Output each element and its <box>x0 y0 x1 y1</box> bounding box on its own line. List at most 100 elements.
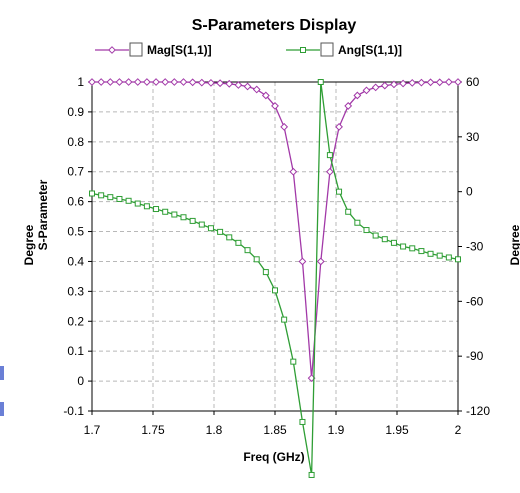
data-point <box>362 86 371 95</box>
data-point <box>252 85 261 94</box>
data-point <box>336 188 343 195</box>
data-point <box>354 219 361 226</box>
right-tick-label: -120 <box>466 404 490 418</box>
data-point <box>198 221 205 228</box>
data-point <box>399 79 408 88</box>
data-point <box>299 418 306 425</box>
left-tick-label: 0.2 <box>67 314 84 328</box>
data-point <box>125 197 132 204</box>
legend-checkbox[interactable] <box>320 42 334 57</box>
data-point <box>317 79 324 85</box>
legend-marker <box>300 47 306 53</box>
data-point <box>216 79 225 88</box>
grid-lines <box>92 82 458 411</box>
data-point <box>409 245 416 252</box>
data-point <box>417 78 426 87</box>
data-point <box>455 256 461 263</box>
data-point <box>353 91 362 100</box>
data-point <box>381 236 388 243</box>
data-point <box>207 225 214 232</box>
data-point <box>217 228 224 235</box>
data-point <box>436 252 443 259</box>
data-point <box>380 81 389 90</box>
data-point <box>106 78 115 86</box>
data-point <box>142 78 151 86</box>
legend-label: Mag[S(1,1)] <box>147 43 212 57</box>
x-tick-label: 1.9 <box>328 423 345 437</box>
data-point <box>116 195 123 202</box>
left-tick-label: 0.6 <box>67 195 84 209</box>
data-point <box>134 200 141 207</box>
left-tick-label: 0.4 <box>67 254 84 268</box>
data-point <box>170 78 179 86</box>
data-point <box>316 257 325 266</box>
data-point <box>344 102 353 110</box>
data-point <box>98 192 105 199</box>
data-point <box>371 83 380 92</box>
left-tick-label: 0 <box>77 374 84 388</box>
data-point <box>107 194 114 201</box>
data-point <box>153 206 160 213</box>
data-point <box>280 122 289 131</box>
data-point <box>427 250 434 257</box>
right-axis-label: Degree <box>508 224 520 265</box>
data-point <box>345 208 352 215</box>
data-point <box>298 257 307 266</box>
legend-item-ang-s11: Ang[S(1,1)] <box>286 42 402 57</box>
legend: Mag[S(1,1)] Ang[S(1,1)] <box>95 42 402 57</box>
data-point <box>390 239 397 246</box>
data-point <box>124 78 133 86</box>
data-point <box>207 78 215 87</box>
x-axis-label: Freq (GHz) <box>243 450 304 464</box>
data-point <box>89 190 95 197</box>
data-point <box>226 234 233 241</box>
data-point <box>418 248 425 255</box>
data-point <box>234 81 243 89</box>
x-tick-label: 1.85 <box>263 423 287 437</box>
left-axis-label-s-parameter: S-Parameter <box>36 179 50 250</box>
data-point <box>225 79 234 88</box>
data-point <box>143 203 150 210</box>
right-tick-label: 0 <box>466 185 473 199</box>
left-tick-label: 0.9 <box>67 105 84 119</box>
left-tick-label: 0.5 <box>67 225 84 239</box>
data-point <box>271 102 279 110</box>
data-point <box>152 78 160 86</box>
edge-mark <box>0 402 4 416</box>
series-layer <box>88 78 462 478</box>
data-point <box>272 287 278 294</box>
data-point <box>454 78 462 86</box>
data-point <box>445 254 452 261</box>
data-point <box>400 243 407 250</box>
legend-marker <box>108 46 116 54</box>
right-tick-label: -30 <box>466 240 484 254</box>
x-tick-label: 2 <box>455 423 462 437</box>
left-axis-ticks: -0.1 0 0.1 0.2 0.3 0.4 0.5 0.6 0.7 0.8 0.9 1 <box>63 75 92 418</box>
right-tick-label: -60 <box>466 294 484 308</box>
data-point <box>372 232 379 239</box>
left-axis-label-degree: Degree <box>22 224 36 265</box>
left-tick-label: -0.1 <box>63 404 84 418</box>
data-point <box>281 316 288 323</box>
data-point <box>335 122 343 131</box>
right-tick-label: -90 <box>466 349 484 363</box>
data-point <box>243 82 252 91</box>
x-tick-label: 1.75 <box>141 423 165 437</box>
data-point <box>289 167 298 176</box>
data-point <box>189 217 196 224</box>
legend-label: Ang[S(1,1)] <box>338 43 402 57</box>
data-point <box>262 269 269 276</box>
data-point <box>363 227 370 234</box>
legend-item-mag-s11: Mag[S(1,1)] <box>95 42 212 57</box>
data-point <box>253 256 260 263</box>
legend-checkbox[interactable] <box>129 42 143 57</box>
series-ang-s11 <box>89 79 461 478</box>
data-point <box>171 211 178 218</box>
data-point <box>97 78 106 86</box>
left-tick-label: 0.8 <box>67 135 84 149</box>
data-point <box>162 208 169 215</box>
x-tick-label: 1.7 <box>84 423 101 437</box>
x-tick-label: 1.8 <box>206 423 223 437</box>
data-point <box>444 78 453 86</box>
